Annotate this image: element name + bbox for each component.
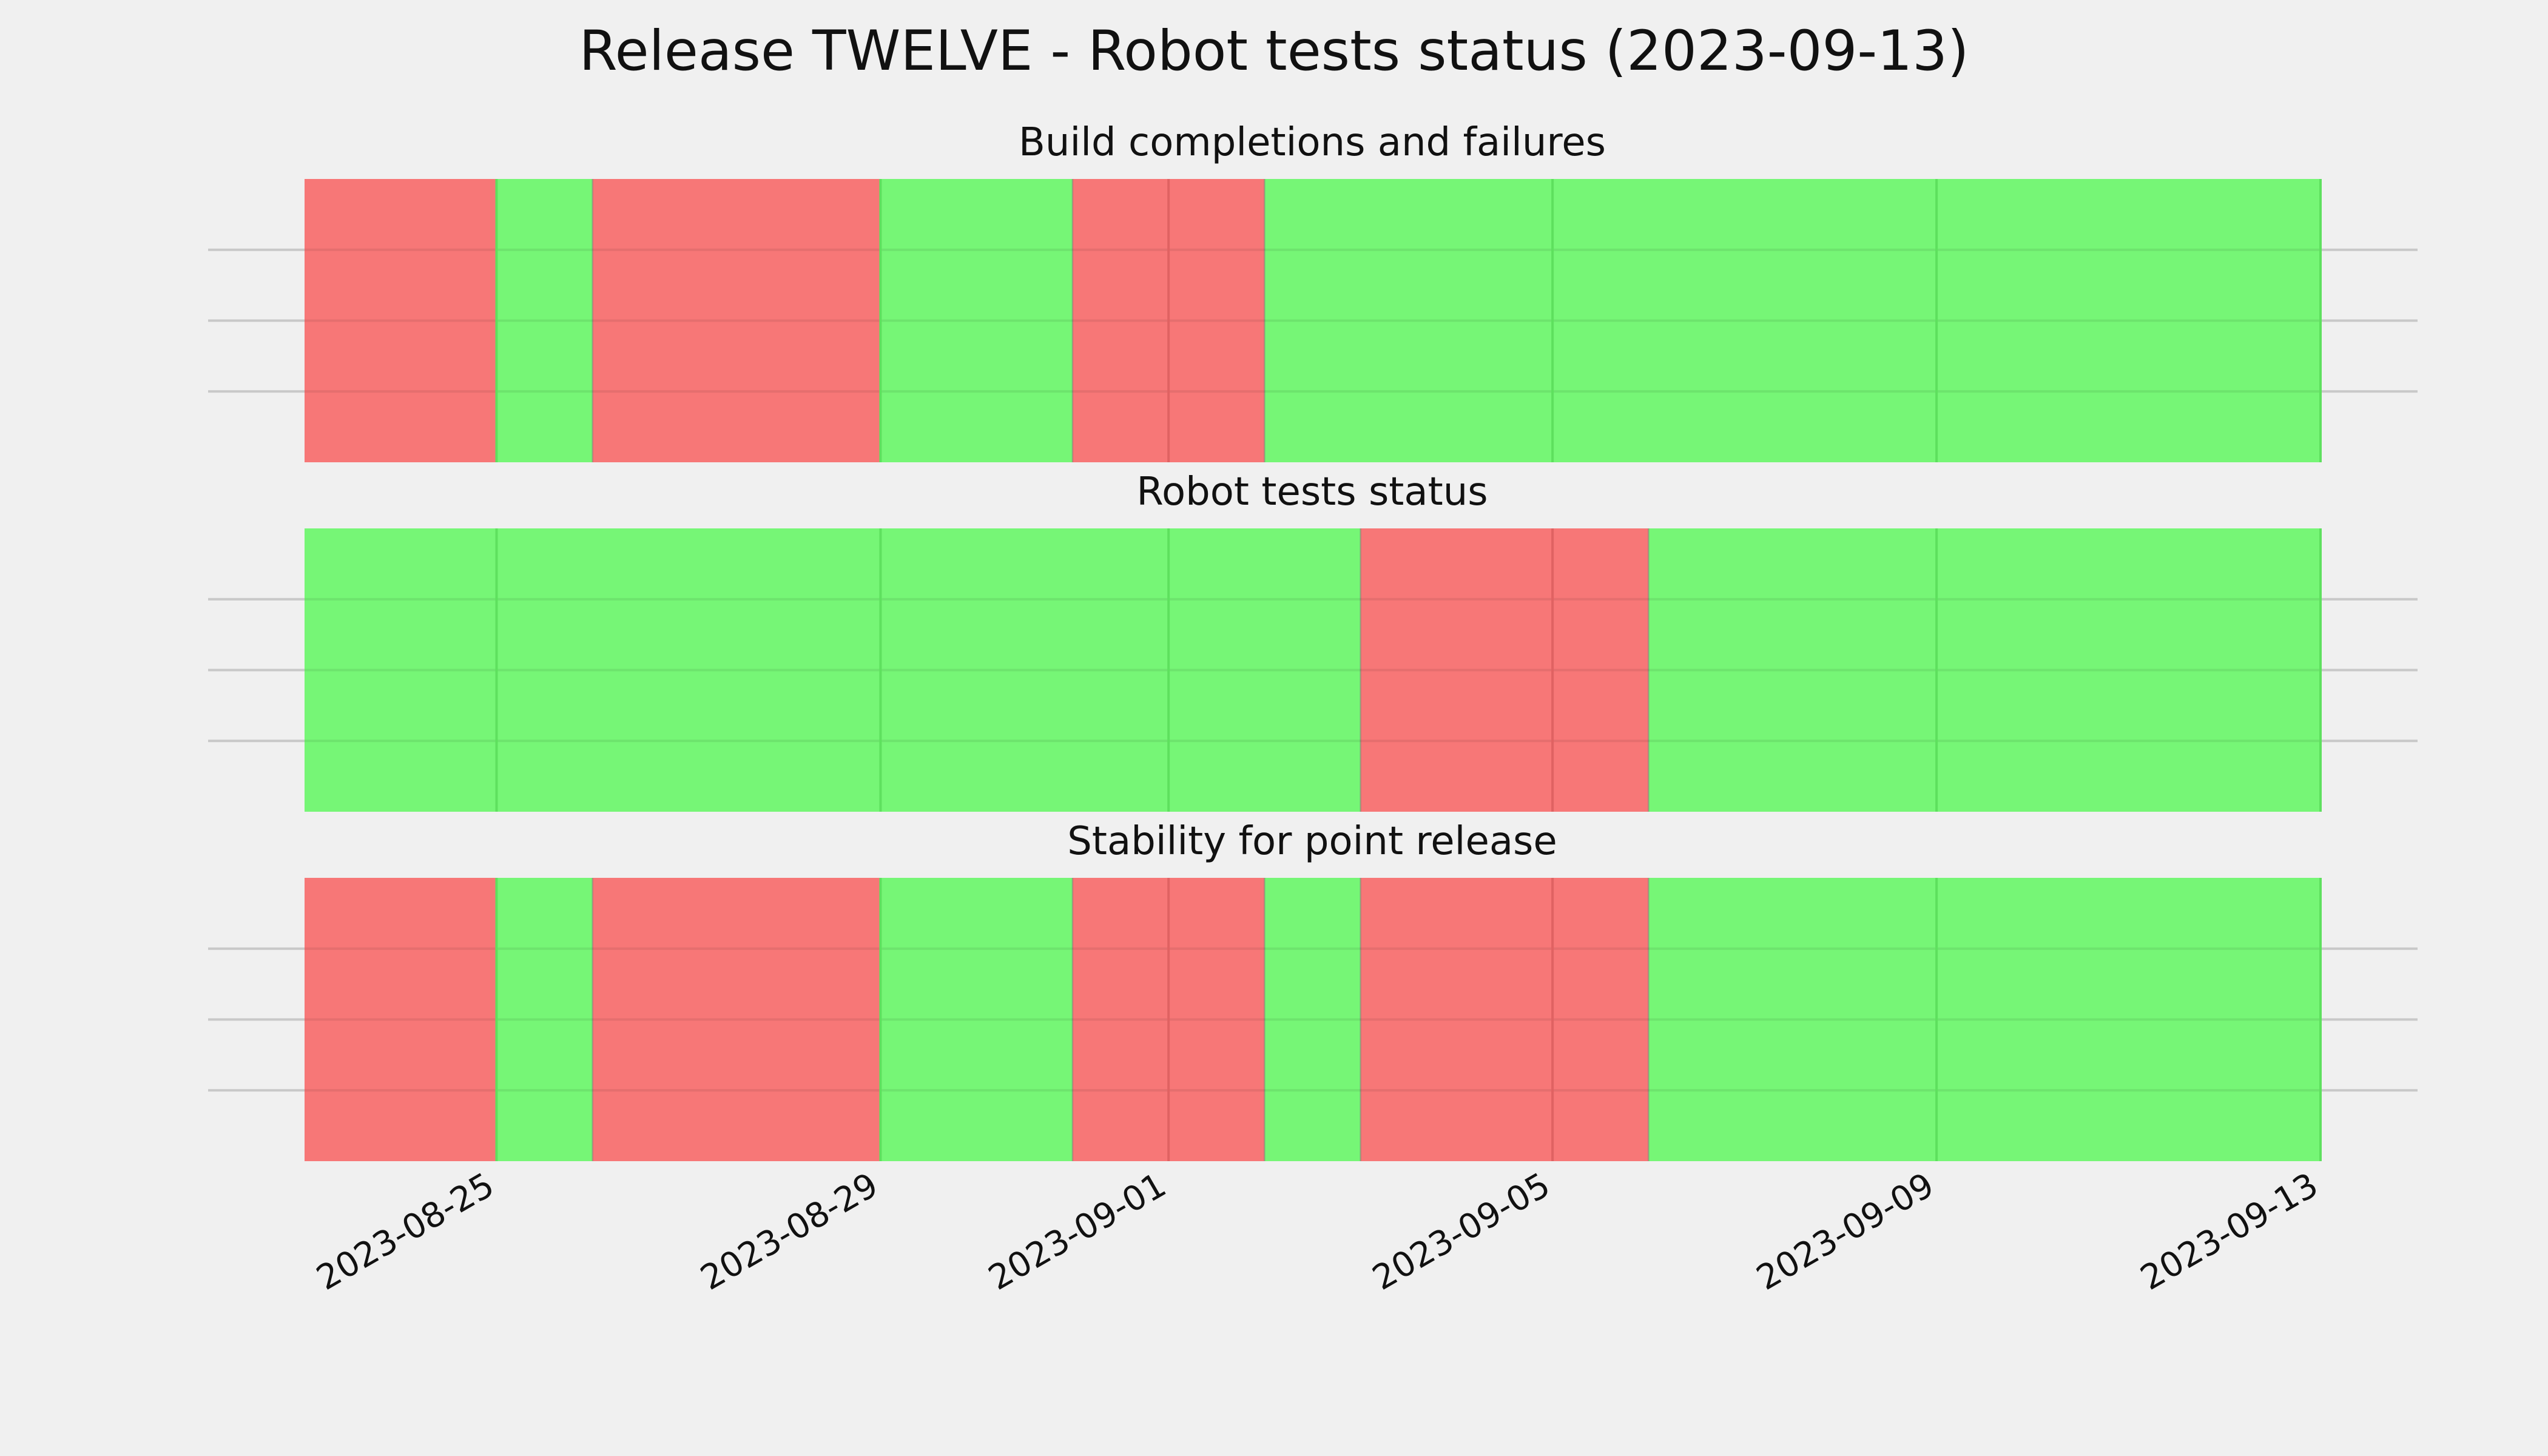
status-segment-fail [305, 179, 497, 462]
status-segment-fail [592, 179, 881, 462]
status-segment-fail [1360, 528, 1649, 812]
status-segment-pass [305, 528, 1361, 812]
status-segment-pass [1648, 878, 2320, 1161]
panels-layer: Build completions and failures Robot test… [208, 120, 2418, 1161]
chart-title: Release TWELVE - Robot tests status (202… [579, 19, 1969, 83]
status-segment-fail [592, 878, 881, 1161]
status-segment-pass [496, 878, 593, 1161]
panel-1: Build completions and failures [208, 120, 2418, 462]
status-segment-pass [496, 179, 593, 462]
status-segment-pass [880, 179, 1073, 462]
status-segment-pass [880, 878, 1073, 1161]
panel-2: Robot tests status [208, 470, 2418, 812]
status-segment-fail [1360, 878, 1649, 1161]
status-segment-pass [1264, 179, 2320, 462]
status-segment-pass [1648, 528, 2320, 812]
panel-3: Stability for point release [208, 819, 2418, 1161]
panel-title: Robot tests status [1136, 470, 1488, 514]
panel-title: Build completions and failures [1019, 120, 1606, 165]
panel-title: Stability for point release [1067, 819, 1557, 864]
status-segment-fail [305, 878, 497, 1161]
status-segment-pass [1264, 878, 1361, 1161]
